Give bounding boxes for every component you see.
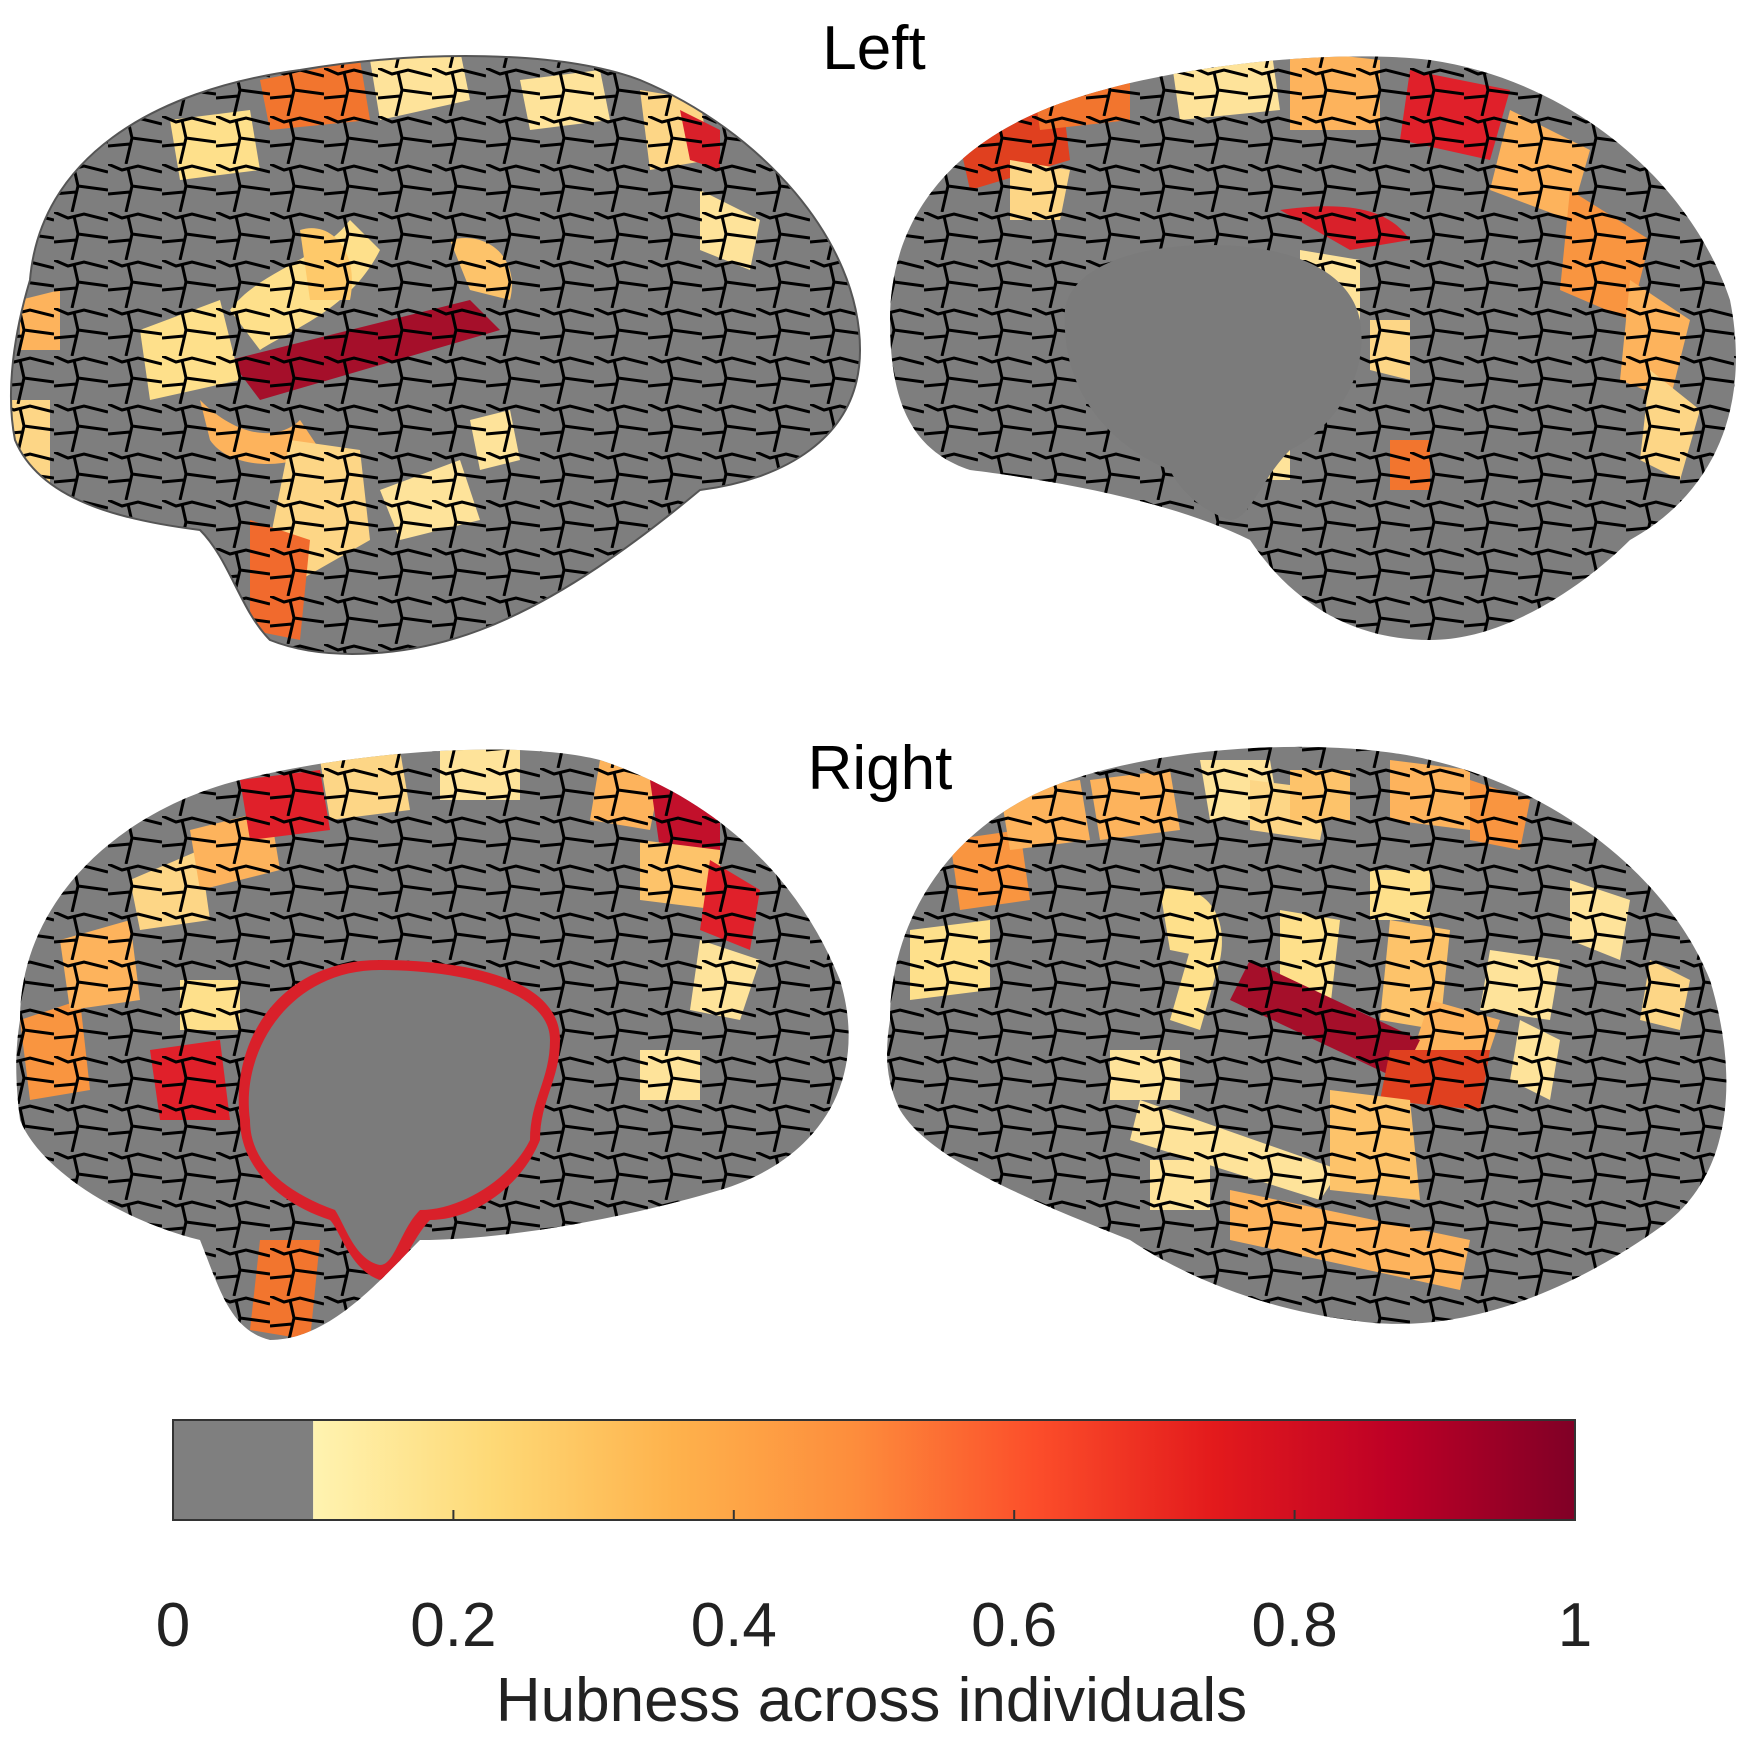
colorbar-gradient-segment: [313, 1420, 1576, 1520]
colorbar-tick-label: 1: [1557, 1591, 1593, 1660]
colorbar-tick-label: 0.4: [690, 1591, 777, 1660]
colorbar-border: [172, 1419, 1576, 1521]
left-medial-brain: [890, 56, 1736, 641]
colorbar-ticks: [452, 1510, 1296, 1520]
hemisphere-label-right: Right: [807, 734, 953, 803]
hemisphere-label-left: Left: [822, 14, 926, 83]
colorbar-tick-label: 0: [155, 1591, 191, 1660]
right-medial-brain: [16, 749, 849, 1341]
colorbar-tick-label: 0.2: [410, 1591, 497, 1660]
right-lateral-brain: [887, 746, 1727, 1324]
left-lateral-brain: [10, 55, 862, 655]
colorbar-tick-label: 0.6: [971, 1591, 1058, 1660]
colorbar-title: Hubness across individuals: [495, 1666, 1248, 1735]
colorbar-tick-label: 0.8: [1251, 1591, 1338, 1660]
colorbar-gray-segment: [173, 1420, 314, 1520]
